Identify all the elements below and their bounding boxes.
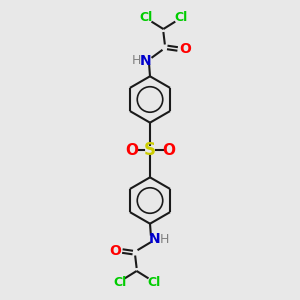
Text: Cl: Cl [148,276,161,290]
Text: N: N [148,232,160,246]
Text: Cl: Cl [175,11,188,24]
Text: N: N [140,54,152,68]
Text: H: H [131,54,141,67]
Text: Cl: Cl [113,276,126,290]
Text: Cl: Cl [140,11,153,24]
Text: O: O [125,142,138,158]
Text: O: O [162,142,175,158]
Text: O: O [109,244,121,258]
Text: H: H [159,233,169,246]
Text: S: S [144,141,156,159]
Text: O: O [179,42,191,56]
